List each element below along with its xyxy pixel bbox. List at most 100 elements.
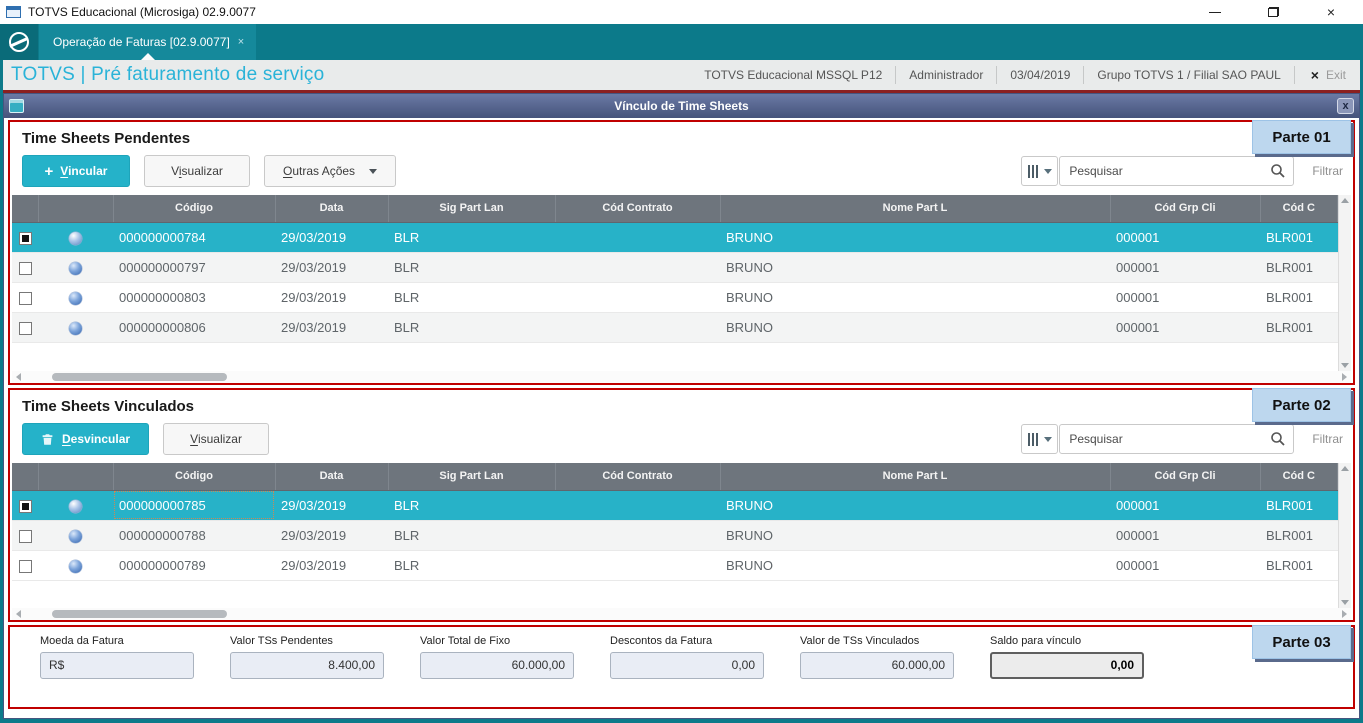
scroll-up-icon[interactable] — [1341, 466, 1350, 471]
vertical-scrollbar[interactable] — [1338, 463, 1351, 608]
header-row: Código Data Sig Part Lan Cód Contrato No… — [12, 195, 1339, 223]
scroll-right-icon[interactable] — [1342, 610, 1347, 618]
field-value: 0,00 — [610, 652, 764, 679]
table-row[interactable]: 000000000785 29/03/2019 BLR BRUNO 000001… — [12, 490, 1338, 521]
scroll-up-icon[interactable] — [1341, 198, 1350, 203]
pending-title: Time Sheets Pendentes — [22, 130, 191, 147]
tab-close-icon[interactable]: × — [237, 36, 245, 48]
app-frame: TOTVS | Pré faturamento de serviço TOTVS… — [0, 60, 1363, 723]
app-window-icon — [6, 6, 21, 18]
scroll-down-icon[interactable] — [1341, 600, 1350, 605]
search-input[interactable] — [1059, 156, 1295, 186]
horizontal-scrollbar[interactable] — [12, 608, 1351, 620]
dialog-titlebar[interactable]: Vínculo de Time Sheets x — [4, 93, 1359, 118]
search-input[interactable] — [1059, 424, 1295, 454]
table-row[interactable]: 000000000797 29/03/2019 BLR BRUNO 000001… — [12, 252, 1338, 283]
tab-operacao-de-faturas[interactable]: Operação de Faturas [02.9.0077] × — [39, 24, 257, 60]
table-row[interactable]: 000000000806 29/03/2019 BLR BRUNO 000001… — [12, 312, 1338, 343]
columns-selector-button[interactable] — [1021, 424, 1059, 454]
horizontal-scrollbar[interactable] — [12, 371, 1351, 383]
field-moeda-da-fatura: Moeda da Fatura R$ — [40, 635, 194, 679]
field-label: Moeda da Fatura — [40, 635, 124, 647]
scrollbar-thumb[interactable] — [52, 373, 227, 381]
col-cod-c[interactable]: Cód C — [1260, 463, 1339, 491]
col-cod-grp-cli[interactable]: Cód Grp Cli — [1110, 463, 1261, 491]
branch-label: Grupo TOTVS 1 / Filial SAO PAUL — [1083, 66, 1293, 84]
col-status[interactable] — [38, 463, 114, 491]
columns-selector-button[interactable] — [1021, 156, 1059, 186]
col-codigo[interactable]: Código — [113, 195, 276, 223]
table-row[interactable]: 000000000803 29/03/2019 BLR BRUNO 000001… — [12, 282, 1338, 313]
table-row[interactable]: 000000000788 29/03/2019 BLR BRUNO 000001… — [12, 520, 1338, 551]
part1-badge: Parte 01 — [1252, 120, 1351, 154]
totvs-logo-box[interactable] — [0, 24, 38, 60]
scroll-down-icon[interactable] — [1341, 363, 1350, 368]
filter-link[interactable]: Filtrar — [1312, 164, 1343, 178]
col-codigo[interactable]: Código — [113, 463, 276, 491]
table-row[interactable]: 000000000789 29/03/2019 BLR BRUNO 000001… — [12, 550, 1338, 581]
search-icon — [1271, 164, 1285, 178]
field-value: 8.400,00 — [230, 652, 384, 679]
field-label: Saldo para vínculo — [990, 635, 1082, 647]
linked-toolbar: Desvincular Visualizar — [12, 423, 1351, 463]
vincular-button[interactable]: + Vincular — [22, 155, 130, 187]
scroll-right-icon[interactable] — [1342, 373, 1347, 381]
status-sphere-icon — [69, 231, 82, 245]
filter-link[interactable]: Filtrar — [1312, 432, 1343, 446]
minimize-button[interactable] — [1207, 4, 1223, 20]
pending-toolbar: + Vincular Visualizar Outras Ações — [12, 155, 1351, 195]
row-checkbox[interactable] — [18, 291, 32, 305]
exit-button[interactable]: × Exit — [1293, 66, 1352, 84]
row-checkbox[interactable] — [18, 499, 32, 513]
field-valor-tss-pendentes: Valor TSs Pendentes 8.400,00 — [230, 635, 384, 679]
field-label: Valor Total de Fixo — [420, 635, 511, 647]
col-data[interactable]: Data — [275, 195, 389, 223]
vinculo-dialog: Vínculo de Time Sheets x Parte 01 Time S… — [3, 93, 1360, 719]
visualizar-button[interactable]: Visualizar — [163, 423, 270, 455]
status-sphere-icon — [69, 321, 82, 335]
totals-panel: Parte 03 Moeda da Fatura R$ Valor TSs Pe… — [8, 625, 1355, 709]
status-sphere-icon — [69, 261, 82, 275]
col-sig-part-lan[interactable]: Sig Part Lan — [388, 195, 556, 223]
row-checkbox[interactable] — [18, 321, 32, 335]
row-checkbox[interactable] — [18, 559, 32, 573]
vertical-scrollbar[interactable] — [1338, 195, 1351, 371]
visualizar-button[interactable]: Visualizar — [144, 155, 250, 187]
header-row: Código Data Sig Part Lan Cód Contrato No… — [12, 463, 1339, 491]
desvincular-button[interactable]: Desvincular — [22, 423, 150, 455]
close-button[interactable]: × — [1326, 4, 1336, 20]
columns-icon — [1027, 164, 1031, 178]
tab-bar: Operação de Faturas [02.9.0077] × — [0, 24, 1363, 60]
col-cod-contrato[interactable]: Cód Contrato — [555, 195, 721, 223]
col-nome-part-l[interactable]: Nome Part L — [720, 195, 1111, 223]
col-data[interactable]: Data — [275, 463, 389, 491]
table-row[interactable]: 000000000784 29/03/2019 BLR BRUNO 000001… — [12, 222, 1338, 253]
chevron-down-icon — [1043, 168, 1052, 174]
page-title: TOTVS | Pré faturamento de serviço — [11, 64, 325, 85]
dialog-close-button[interactable]: x — [1337, 98, 1354, 114]
row-checkbox[interactable] — [18, 261, 32, 275]
outras-acoes-button[interactable]: Outras Ações — [264, 155, 397, 187]
col-cod-contrato[interactable]: Cód Contrato — [555, 463, 721, 491]
row-checkbox[interactable] — [18, 529, 32, 543]
scrollbar-thumb[interactable] — [52, 610, 227, 618]
app-header: TOTVS | Pré faturamento de serviço TOTVS… — [3, 60, 1360, 93]
col-select[interactable] — [12, 463, 39, 491]
status-sphere-icon — [69, 559, 82, 573]
dialog-title: Vínculo de Time Sheets — [614, 99, 749, 113]
col-select[interactable] — [12, 195, 39, 223]
col-cod-grp-cli[interactable]: Cód Grp Cli — [1110, 195, 1261, 223]
col-status[interactable] — [38, 195, 114, 223]
user-label: Administrador — [895, 66, 996, 84]
col-nome-part-l[interactable]: Nome Part L — [720, 463, 1111, 491]
scroll-left-icon[interactable] — [16, 610, 21, 618]
col-cod-c[interactable]: Cód C — [1260, 195, 1339, 223]
field-valor-de-tss-vinculados: Valor de TSs Vinculados 60.000,00 — [800, 635, 954, 679]
restore-button[interactable] — [1265, 4, 1281, 20]
plus-icon: + — [44, 162, 54, 180]
col-sig-part-lan[interactable]: Sig Part Lan — [388, 463, 556, 491]
scroll-left-icon[interactable] — [16, 373, 21, 381]
linked-panel: Parte 02 Time Sheets Vinculados Desvincu… — [8, 388, 1355, 622]
row-checkbox[interactable] — [18, 231, 32, 245]
field-value: R$ — [40, 652, 194, 679]
